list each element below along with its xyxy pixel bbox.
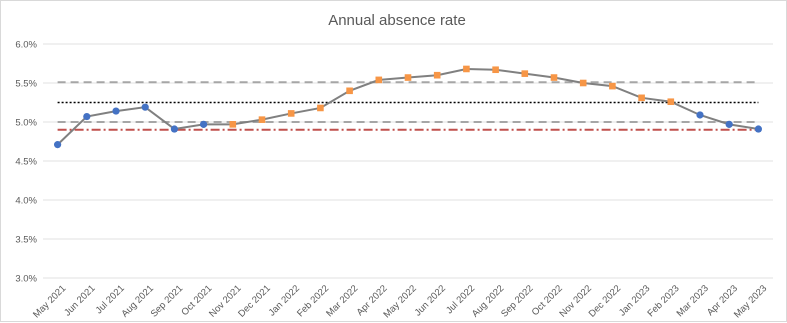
y-tick-label: 4.0%: [15, 196, 37, 207]
y-tick-label: 3.5%: [15, 235, 37, 246]
data-point: [346, 87, 353, 95]
x-tick-label: Sep 2021: [149, 283, 186, 320]
data-point: [521, 70, 529, 77]
x-tick-label: Mar 2022: [324, 283, 360, 319]
x-tick-label: Dec 2021: [236, 283, 273, 320]
data-point: [550, 74, 558, 81]
y-tick-label: 6.0%: [15, 40, 37, 51]
y-tick-label: 5.5%: [15, 79, 37, 90]
x-tick-label: May 2021: [31, 283, 68, 320]
data-point: [200, 120, 208, 128]
data-point: [54, 141, 62, 149]
series-layer: [54, 65, 763, 149]
data-point: [404, 74, 412, 81]
data-point: [725, 120, 733, 128]
x-tick-label: Jun 2021: [62, 283, 97, 318]
data-point: [638, 94, 645, 102]
x-tick-label: Dec 2022: [587, 283, 624, 320]
x-tick-label: Mar 2023: [675, 283, 711, 319]
data-point: [667, 98, 675, 106]
y-tick-label: 5.0%: [15, 118, 37, 129]
data-point: [317, 104, 324, 112]
data-point: [463, 65, 470, 73]
data-point: [229, 121, 237, 128]
chart-title: Annual absence rate: [328, 12, 466, 29]
data-point: [141, 103, 149, 111]
y-tick-label: 4.5%: [15, 157, 37, 168]
y-tick-label: 3.0%: [15, 274, 37, 285]
data-point: [579, 79, 587, 87]
data-point: [170, 125, 178, 133]
data-point: [754, 125, 763, 133]
data-point: [83, 112, 91, 121]
data-point: [696, 111, 704, 119]
data-point: [258, 116, 266, 123]
reference-lines: [57, 81, 759, 131]
y-axis-ticks: 3.0% 3.5% 4.0% 4.5% 5.0% 5.5% 6.0%: [15, 40, 37, 285]
data-point: [433, 71, 441, 79]
x-tick-label: Sep 2022: [499, 283, 536, 320]
data-point: [492, 66, 499, 74]
data-point: [609, 82, 616, 90]
x-tick-label: Jun 2022: [413, 283, 448, 318]
data-point: [287, 110, 295, 117]
data-point: [375, 76, 383, 84]
data-point: [112, 107, 120, 115]
